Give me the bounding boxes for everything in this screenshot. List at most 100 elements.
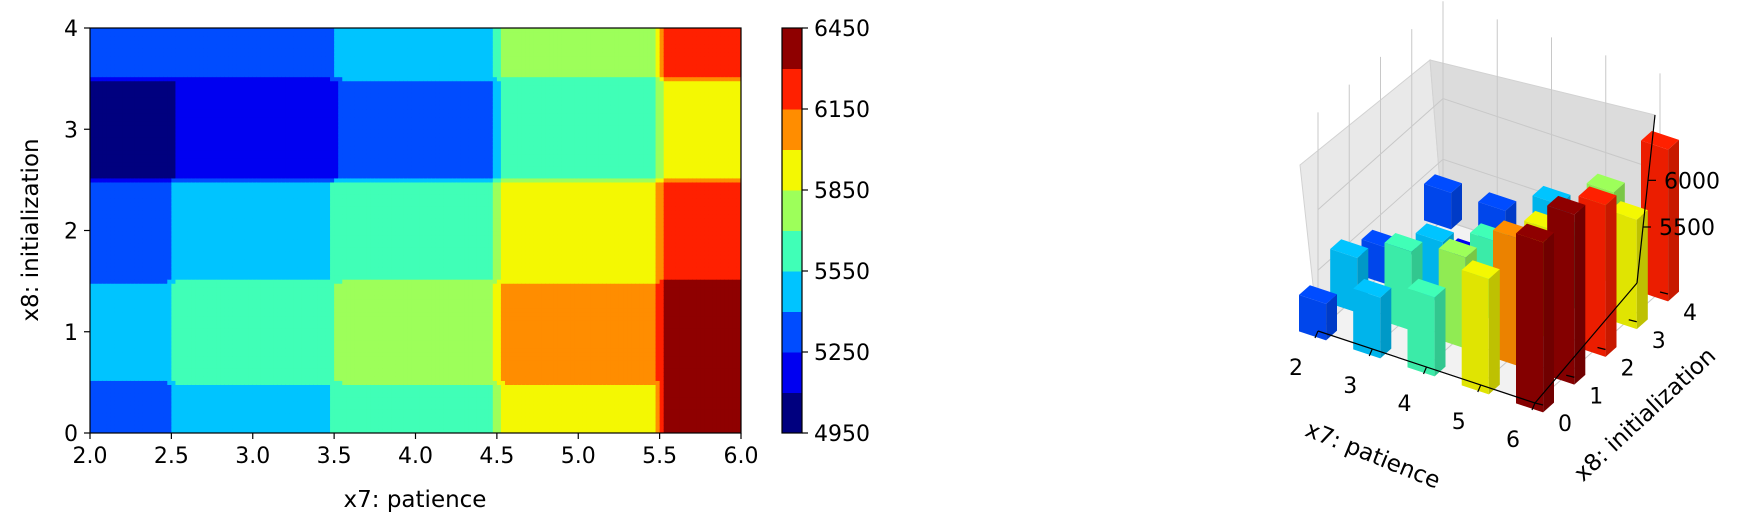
contour-cell xyxy=(216,230,221,236)
contour-cell xyxy=(277,246,282,252)
contour-cell xyxy=(256,352,262,357)
contour-cell xyxy=(118,250,124,256)
contour-cell xyxy=(146,266,152,272)
contour-cell xyxy=(256,291,262,296)
contour-cell xyxy=(94,412,99,418)
contour-cell xyxy=(159,230,164,236)
contour-cell xyxy=(212,88,217,94)
contour-cell xyxy=(273,226,278,232)
contour-cell xyxy=(195,44,201,49)
contour-cell xyxy=(146,311,152,317)
contour-cell xyxy=(203,56,209,61)
contour-cell xyxy=(232,372,238,377)
contour-cell xyxy=(155,64,160,70)
contour-cell xyxy=(183,137,189,142)
contour-cell xyxy=(167,279,172,284)
contour-cell xyxy=(203,141,209,147)
contour-cell xyxy=(199,32,205,37)
contour-cell xyxy=(277,218,282,223)
contour-cell xyxy=(212,100,217,106)
contour-cell xyxy=(187,392,193,398)
contour-cell xyxy=(159,141,164,147)
contour-cell xyxy=(248,315,254,321)
contour-cell xyxy=(264,28,270,33)
contour-cell xyxy=(122,214,128,219)
contour-cell xyxy=(134,327,140,333)
contour-cell xyxy=(146,80,152,86)
contour-cell xyxy=(183,218,189,223)
contour-cell xyxy=(212,295,217,300)
contour-cell xyxy=(98,222,103,228)
contour-cell xyxy=(264,177,270,183)
contour-cell xyxy=(195,125,201,130)
contour-cell xyxy=(195,28,201,33)
contour-cell xyxy=(122,104,128,110)
contour-cell xyxy=(151,133,156,138)
contour-cell xyxy=(102,109,107,114)
contour-cell xyxy=(155,117,160,122)
contour-cell xyxy=(264,104,270,110)
contour-cell xyxy=(216,356,221,361)
contour-cell xyxy=(281,72,286,78)
contour-cell xyxy=(195,303,201,309)
contour-cell xyxy=(256,64,262,70)
contour-cell xyxy=(244,141,250,147)
contour-cell xyxy=(207,408,213,414)
contour-cell xyxy=(277,206,282,211)
contour-cell xyxy=(220,299,225,304)
contour-cell xyxy=(155,392,160,398)
contour-cell xyxy=(118,238,124,244)
contour-cell xyxy=(207,295,213,300)
contour-cell xyxy=(203,32,209,37)
contour-cell xyxy=(195,315,201,321)
contour-cell xyxy=(244,32,250,37)
contour-cell xyxy=(199,181,205,187)
contour-cell xyxy=(142,104,148,110)
contour-cell xyxy=(248,68,254,74)
contour-cell xyxy=(281,145,286,151)
contour-cell xyxy=(134,404,140,410)
contour-cell xyxy=(228,109,234,114)
contour-cell xyxy=(199,254,205,260)
contour-cell xyxy=(289,72,295,78)
contour-cell xyxy=(134,129,140,134)
contour-cell xyxy=(281,356,286,361)
contour-cell xyxy=(110,246,116,252)
contour-cell xyxy=(146,323,152,329)
contour-cell xyxy=(285,279,290,284)
contour-cell xyxy=(167,44,172,49)
contour-cell xyxy=(285,141,290,147)
contour-cell xyxy=(248,287,254,292)
contour-cell xyxy=(159,380,164,385)
contour-cell xyxy=(122,416,128,422)
contour-cell xyxy=(183,400,189,406)
contour-cell xyxy=(256,287,262,292)
contour-cell xyxy=(264,84,270,90)
contour-cell xyxy=(183,404,189,410)
contour-cell xyxy=(220,84,225,90)
contour-cell xyxy=(187,404,193,410)
contour-cell xyxy=(130,380,136,385)
contour-cell xyxy=(264,266,270,272)
contour-cell xyxy=(203,104,209,110)
contour-cell xyxy=(277,323,282,329)
contour-cell xyxy=(183,36,189,41)
contour-cell xyxy=(122,153,128,159)
contour-cell xyxy=(281,214,286,219)
contour-cell xyxy=(203,206,209,211)
contour-cell xyxy=(114,52,120,57)
contour-cell xyxy=(163,331,168,337)
contour-cell xyxy=(273,169,278,175)
contour-cell xyxy=(252,109,258,114)
contour-cell xyxy=(134,185,140,191)
contour-cell xyxy=(232,28,238,33)
contour-cell xyxy=(236,92,242,98)
contour-cell xyxy=(155,40,160,45)
contour-cell xyxy=(130,428,136,433)
contour-cell xyxy=(224,32,229,37)
contour-cell xyxy=(228,121,234,126)
contour-cell xyxy=(281,198,286,203)
contour-cell xyxy=(167,173,172,179)
contour-cell xyxy=(183,372,189,377)
contour-cell xyxy=(102,161,107,167)
